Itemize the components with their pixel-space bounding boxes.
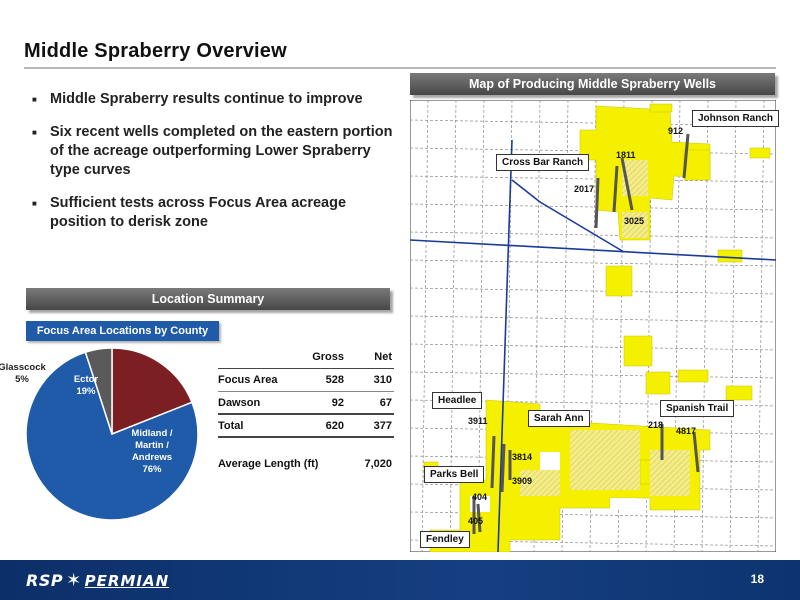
label-sarah-ann: Sarah Ann [528,410,590,427]
pie-slice-glasscock [84,347,113,435]
table-total-row: Total 620 377 [218,415,394,438]
pie-slice-midland [25,351,199,520]
well-number: 2017 [574,184,595,194]
acreage-south-hatched [520,430,690,496]
map-canvas [409,99,777,553]
well-number: 912 [668,126,684,136]
square-bullet-icon: ■ [32,199,37,208]
well-number: 405 [468,516,484,526]
county-boundary-lines [409,139,777,553]
row-gross: 528 [325,374,344,386]
label-parks-bell: Parks Bell [424,466,485,483]
pie-slice-ector [111,347,193,436]
location-summary-header: Location Summary [26,288,390,310]
table-header-row: Gross Net [218,346,394,369]
well-number: 404 [472,492,488,502]
table-header-gross: Gross [312,351,344,363]
row-label: Dawson [218,396,261,409]
label-spanish-trail: Spanish Trail [660,400,735,417]
bullet-item: ■ Middle Spraberry results continue to i… [32,90,402,109]
page-number: 18 [750,572,764,586]
acreage-middle [623,335,753,401]
average-length-label: Average Length (ft) [218,457,319,470]
total-net: 377 [373,419,392,432]
row-label: Focus Area [218,374,278,386]
well-number: 3814 [512,452,533,462]
label-cross-bar-ranch: Cross Bar Ranch [496,154,590,171]
total-gross: 620 [325,419,344,432]
well-number: 1811 [616,150,636,160]
bullet-text: Sufficient tests across Focus Area acrea… [50,195,347,230]
wells-map: Johnson Ranch Cross Bar Ranch Headlee Sa… [409,99,780,553]
logo-text-permian: PERMIAN [84,571,170,590]
footer-bar [0,560,800,600]
bullet-item: ■ Sufficient tests across Focus Area acr… [32,194,402,232]
label-johnson-ranch: Johnson Ranch [692,110,780,127]
bullet-text: Middle Spraberry results continue to imp… [50,91,363,107]
table-row: Focus Area 528 310 [218,369,394,392]
location-summary-table: Gross Net Focus Area 528 310 Dawson 92 6… [218,346,394,475]
table-row: Dawson 92 67 [218,392,394,415]
logo-text-rsp: RSP [26,571,64,590]
average-length-row: Average Length (ft) 7,020 [218,452,394,475]
pie-label-ector: Ector 19% [74,374,99,397]
bullet-text: Six recent wells completed on the easter… [50,124,393,178]
map-header: Map of Producing Middle Spraberry Wells [410,73,775,95]
square-bullet-icon: ■ [32,95,37,104]
focus-area-tag: Focus Area Locations by County [26,321,219,341]
table-header-net: Net [374,351,392,363]
bullet-item: ■ Six recent wells completed on the east… [32,123,402,180]
well-number: 4817 [676,426,697,436]
title-divider [24,67,776,69]
company-logo: RSP ✶ PERMIAN [26,570,169,591]
row-net: 67 [379,396,392,409]
square-bullet-icon: ■ [32,128,37,137]
well-number: 3909 [512,476,533,486]
page-title: Middle Spraberry Overview [24,40,287,62]
pie-label-midland: Midland / Martin / Andrews 76% [131,428,173,475]
total-label: Total [218,419,244,432]
average-length-value: 7,020 [364,457,392,470]
well-number: 3911 [468,416,488,426]
well-number: 3025 [624,216,645,226]
label-fendley: Fendley [420,531,470,548]
well-laterals [472,133,700,534]
logo-star-icon: ✶ [66,570,82,591]
pie-label-glasscock: Glasscock 5% [0,362,46,385]
county-pie-chart: Midland / Martin / Andrews 76% Ector 19% Glass… [0,347,199,520]
bullet-list: ■ Middle Spraberry results continue to i… [32,90,402,246]
row-net: 310 [373,374,392,386]
label-headlee: Headlee [432,392,483,409]
row-gross: 92 [331,396,344,409]
well-number: 218 [648,420,664,430]
